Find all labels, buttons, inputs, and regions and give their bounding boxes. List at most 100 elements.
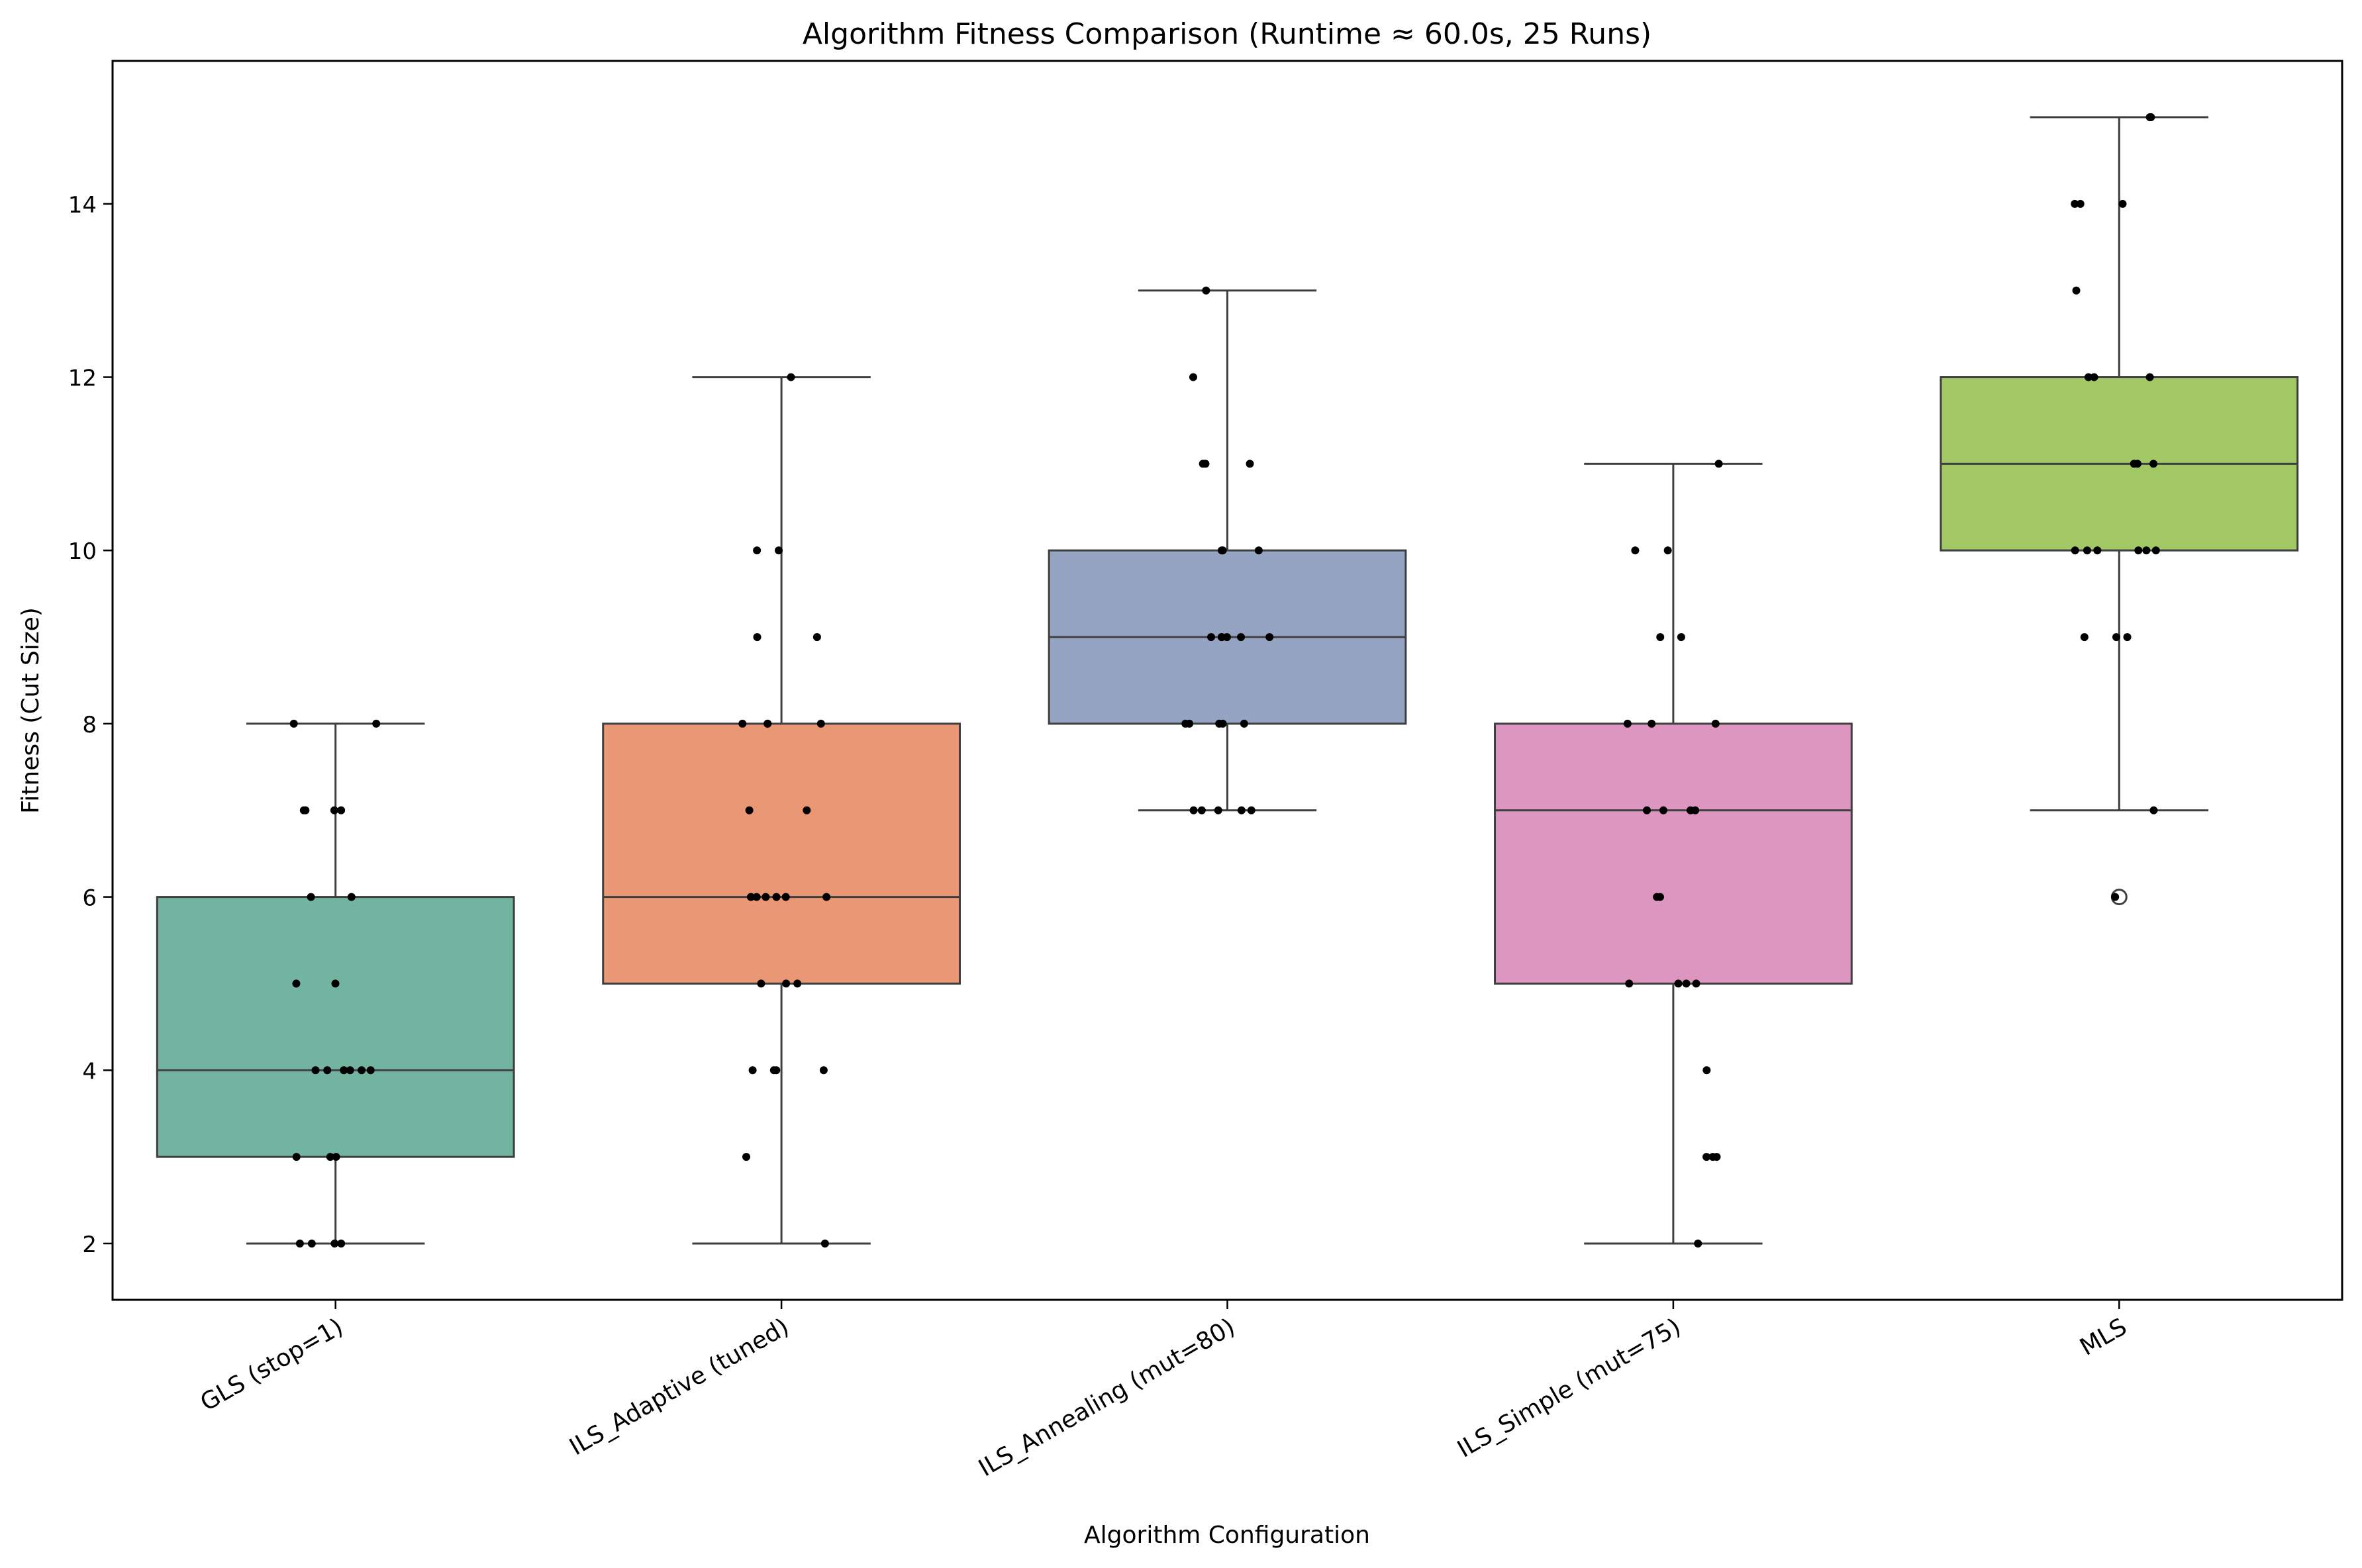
data-point bbox=[295, 1239, 304, 1248]
data-point bbox=[337, 1239, 346, 1248]
data-point bbox=[301, 806, 310, 814]
data-point bbox=[1199, 460, 1207, 468]
data-point bbox=[2083, 546, 2091, 555]
data-point bbox=[1215, 719, 1224, 728]
x-tick-label: GLS (stop=1) bbox=[196, 1313, 348, 1416]
data-point bbox=[762, 893, 770, 901]
data-point bbox=[337, 806, 346, 814]
data-point bbox=[2084, 373, 2092, 381]
data-point bbox=[292, 1153, 301, 1161]
data-point bbox=[742, 1153, 751, 1161]
data-point bbox=[2080, 633, 2089, 642]
data-point bbox=[1247, 806, 1255, 814]
data-point bbox=[331, 979, 340, 988]
y-tick-label: 2 bbox=[82, 1232, 97, 1258]
data-point bbox=[787, 373, 795, 381]
data-point bbox=[1265, 633, 1274, 642]
data-point bbox=[812, 633, 821, 642]
data-point bbox=[1674, 979, 1683, 988]
data-point bbox=[1663, 546, 1672, 555]
data-point bbox=[323, 1066, 332, 1075]
data-point bbox=[2071, 546, 2079, 555]
data-point bbox=[745, 806, 754, 814]
data-point bbox=[2076, 199, 2085, 208]
box bbox=[602, 722, 961, 985]
data-point bbox=[1702, 1153, 1711, 1161]
data-point bbox=[2149, 806, 2158, 814]
data-point bbox=[753, 546, 762, 555]
data-point bbox=[2134, 546, 2143, 555]
data-point bbox=[2090, 373, 2098, 381]
data-point bbox=[781, 893, 790, 901]
data-point bbox=[1623, 719, 1632, 728]
box bbox=[1494, 722, 1853, 985]
y-tick-label: 4 bbox=[82, 1058, 97, 1085]
data-point bbox=[1643, 806, 1651, 814]
data-point bbox=[366, 1066, 375, 1075]
x-axis-label: Algorithm Configuration bbox=[1084, 1522, 1370, 1549]
axes-frame bbox=[111, 60, 2343, 1301]
data-point bbox=[1631, 546, 1640, 555]
data-point bbox=[1682, 979, 1691, 988]
data-point bbox=[820, 1239, 829, 1248]
data-point bbox=[1240, 719, 1248, 728]
data-point bbox=[746, 893, 755, 901]
data-point bbox=[1692, 979, 1700, 988]
data-point bbox=[1181, 719, 1190, 728]
data-point bbox=[1237, 633, 1246, 642]
data-point bbox=[311, 1066, 320, 1075]
data-point bbox=[1714, 460, 1723, 468]
data-point bbox=[769, 1066, 778, 1075]
data-point bbox=[1197, 806, 1206, 814]
y-tick-label: 8 bbox=[82, 712, 97, 738]
data-point bbox=[1189, 373, 1197, 381]
data-point bbox=[1202, 286, 1210, 295]
box bbox=[156, 896, 515, 1158]
data-point bbox=[1218, 546, 1226, 555]
data-point bbox=[819, 1066, 828, 1075]
data-point bbox=[1656, 633, 1665, 642]
data-point bbox=[2142, 546, 2151, 555]
data-point bbox=[1217, 633, 1226, 642]
x-tick-label: ILS_Adaptive (tuned) bbox=[565, 1313, 793, 1461]
y-tick-label: 10 bbox=[68, 538, 97, 565]
data-point bbox=[822, 893, 831, 901]
data-point bbox=[748, 1066, 757, 1075]
data-point bbox=[358, 1066, 366, 1075]
data-point bbox=[332, 1153, 340, 1161]
data-point bbox=[1214, 806, 1222, 814]
data-point bbox=[793, 979, 802, 988]
data-point bbox=[752, 893, 761, 901]
data-point bbox=[2151, 546, 2160, 555]
data-point bbox=[772, 893, 781, 901]
data-point bbox=[307, 893, 315, 901]
data-point bbox=[2145, 373, 2154, 381]
data-point bbox=[816, 719, 825, 728]
data-point bbox=[1254, 546, 1263, 555]
data-point bbox=[1648, 719, 1656, 728]
chart-title: Algorithm Fitness Comparison (Runtime ≈ … bbox=[803, 17, 1651, 51]
data-point bbox=[292, 979, 301, 988]
data-point bbox=[307, 1239, 316, 1248]
data-point bbox=[803, 806, 811, 814]
data-point bbox=[2072, 286, 2081, 295]
data-point bbox=[330, 1239, 339, 1248]
data-point bbox=[782, 979, 791, 988]
data-point bbox=[347, 893, 356, 901]
data-point bbox=[1189, 806, 1198, 814]
data-point bbox=[346, 1066, 354, 1075]
data-point bbox=[1246, 460, 1254, 468]
data-point bbox=[1625, 979, 1634, 988]
data-point bbox=[774, 546, 783, 555]
data-point bbox=[1702, 1066, 1711, 1075]
y-tick-label: 6 bbox=[82, 885, 97, 912]
data-point bbox=[1206, 633, 1215, 642]
x-tick-label: ILS_Simple (mut=75) bbox=[1453, 1313, 1685, 1463]
data-point bbox=[372, 719, 381, 728]
data-point bbox=[2130, 460, 2138, 468]
data-point bbox=[1237, 806, 1246, 814]
data-point bbox=[2071, 199, 2079, 208]
data-point bbox=[2112, 633, 2120, 642]
